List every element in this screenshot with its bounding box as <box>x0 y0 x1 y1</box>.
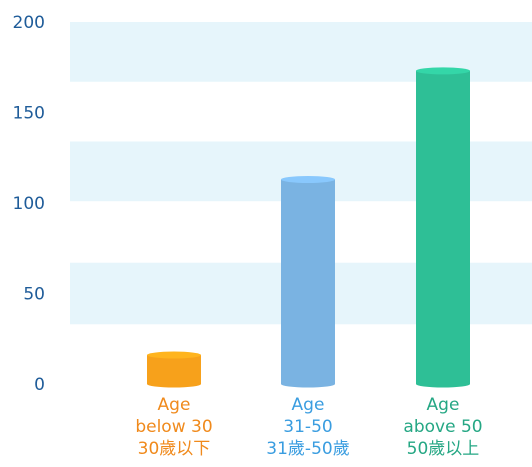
bar-body <box>147 355 201 384</box>
x-category-label-line: 50歲以上 <box>407 439 480 459</box>
bar <box>416 67 470 388</box>
bar-cap <box>416 67 470 75</box>
x-category-label-line: Age <box>427 395 460 415</box>
bar-body <box>281 179 335 384</box>
x-category-label: Age above 50 50歲以上 <box>403 395 482 459</box>
x-category-label-line: below 30 <box>135 417 212 437</box>
x-category-label-line: 31歲-50歲 <box>266 439 349 459</box>
y-tick-label: 100 <box>13 194 45 214</box>
x-category-label-line: above 50 <box>403 417 482 437</box>
bar-body <box>416 70 470 385</box>
bar-cap <box>281 175 335 183</box>
y-axis-ticks: 0 50 100 150 200 <box>13 13 45 395</box>
y-tick-label: 0 <box>34 375 45 395</box>
bar-cap <box>147 351 201 359</box>
bar <box>147 351 201 388</box>
bars <box>147 67 470 388</box>
x-category-label: Age below 30 30歲以下 <box>135 395 212 459</box>
x-category-label-line: Age <box>292 395 325 415</box>
y-tick-label: 50 <box>23 285 45 305</box>
x-category-label-line: 30歲以下 <box>138 439 211 459</box>
bar-base <box>281 380 335 388</box>
y-tick-label: 200 <box>13 13 45 33</box>
x-category-label: Age 31-50 31歲-50歲 <box>266 395 349 459</box>
x-category-label-line: Age <box>158 395 191 415</box>
bar-base <box>147 380 201 388</box>
y-tick-label: 150 <box>13 104 45 124</box>
bar <box>281 175 335 388</box>
bar-base <box>416 380 470 388</box>
x-category-label-line: 31-50 <box>283 417 332 437</box>
